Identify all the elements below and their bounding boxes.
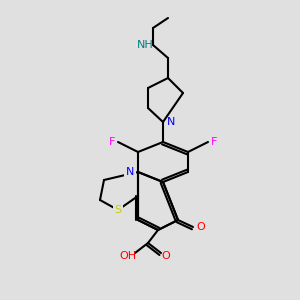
Text: S: S: [114, 205, 122, 215]
Text: N: N: [167, 117, 175, 127]
Text: F: F: [109, 137, 115, 147]
Text: O: O: [196, 222, 206, 232]
Text: F: F: [109, 137, 115, 147]
Text: F: F: [211, 137, 217, 147]
Text: S: S: [114, 205, 122, 215]
Text: O: O: [162, 251, 170, 261]
Text: OH: OH: [119, 251, 136, 261]
Text: N: N: [126, 167, 134, 177]
Text: NH: NH: [136, 40, 153, 50]
Text: F: F: [211, 137, 217, 147]
Text: N: N: [126, 167, 134, 177]
Text: O: O: [196, 222, 206, 232]
